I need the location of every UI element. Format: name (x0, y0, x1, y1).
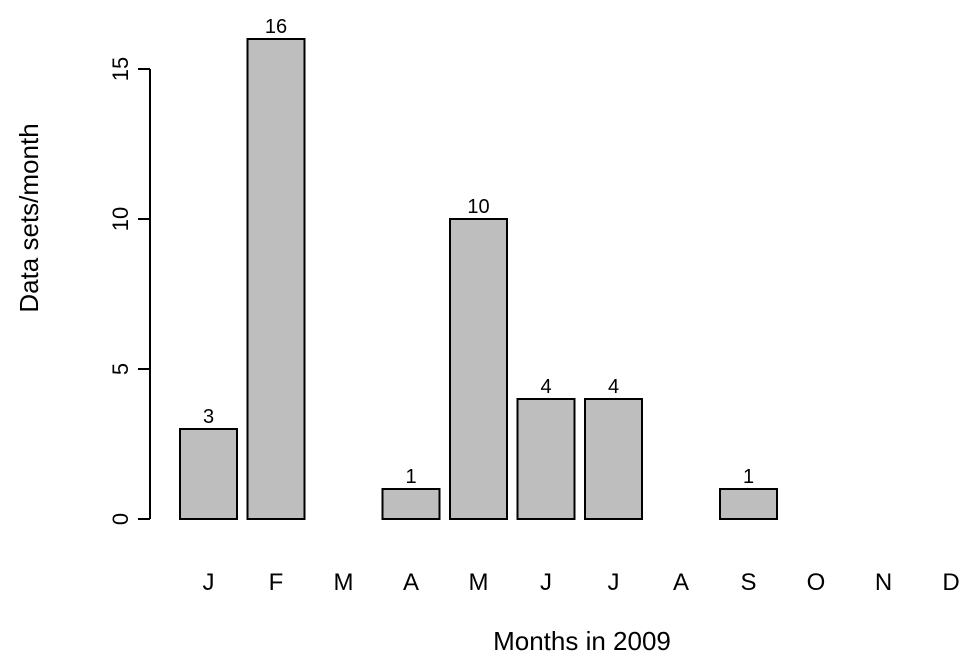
bar-value-label: 16 (265, 16, 287, 38)
bar (719, 488, 778, 520)
value-labels: 3 16 1 10 4 4 1 (203, 16, 754, 488)
x-category-label: S (740, 569, 756, 596)
y-tick-label: 15 (108, 57, 133, 81)
bar-value-label: 1 (405, 466, 416, 488)
x-category-label: A (673, 569, 689, 596)
x-category-label: M (334, 569, 354, 596)
x-category-label: O (807, 569, 826, 596)
x-category-label: A (403, 569, 419, 596)
x-category-label: M (469, 569, 489, 596)
bar (449, 218, 508, 520)
bar-value-label: 1 (743, 466, 754, 488)
bar (584, 398, 643, 520)
bar-value-label: 3 (203, 406, 214, 428)
bar (381, 488, 441, 520)
y-tick-label: 0 (108, 513, 133, 525)
x-axis-title: Months in 2009 (493, 626, 671, 656)
bar-value-label: 10 (467, 196, 489, 218)
bar (179, 428, 238, 520)
y-tick-label: 10 (108, 207, 133, 231)
bar (516, 398, 576, 520)
y-axis-title: Data sets/month (14, 123, 44, 312)
x-category-label: D (942, 569, 959, 596)
x-category-label: N (875, 569, 892, 596)
y-tick-label: 5 (108, 363, 133, 375)
bar (246, 38, 306, 520)
x-category-label: F (269, 569, 284, 596)
x-category-label: J (203, 569, 215, 596)
x-category-label: J (608, 569, 620, 596)
bar-value-label: 4 (608, 376, 619, 398)
bar-value-label: 4 (540, 376, 551, 398)
x-category-label: J (540, 569, 552, 596)
bars (179, 38, 778, 520)
y-axis: 0 5 10 15 (108, 57, 151, 525)
